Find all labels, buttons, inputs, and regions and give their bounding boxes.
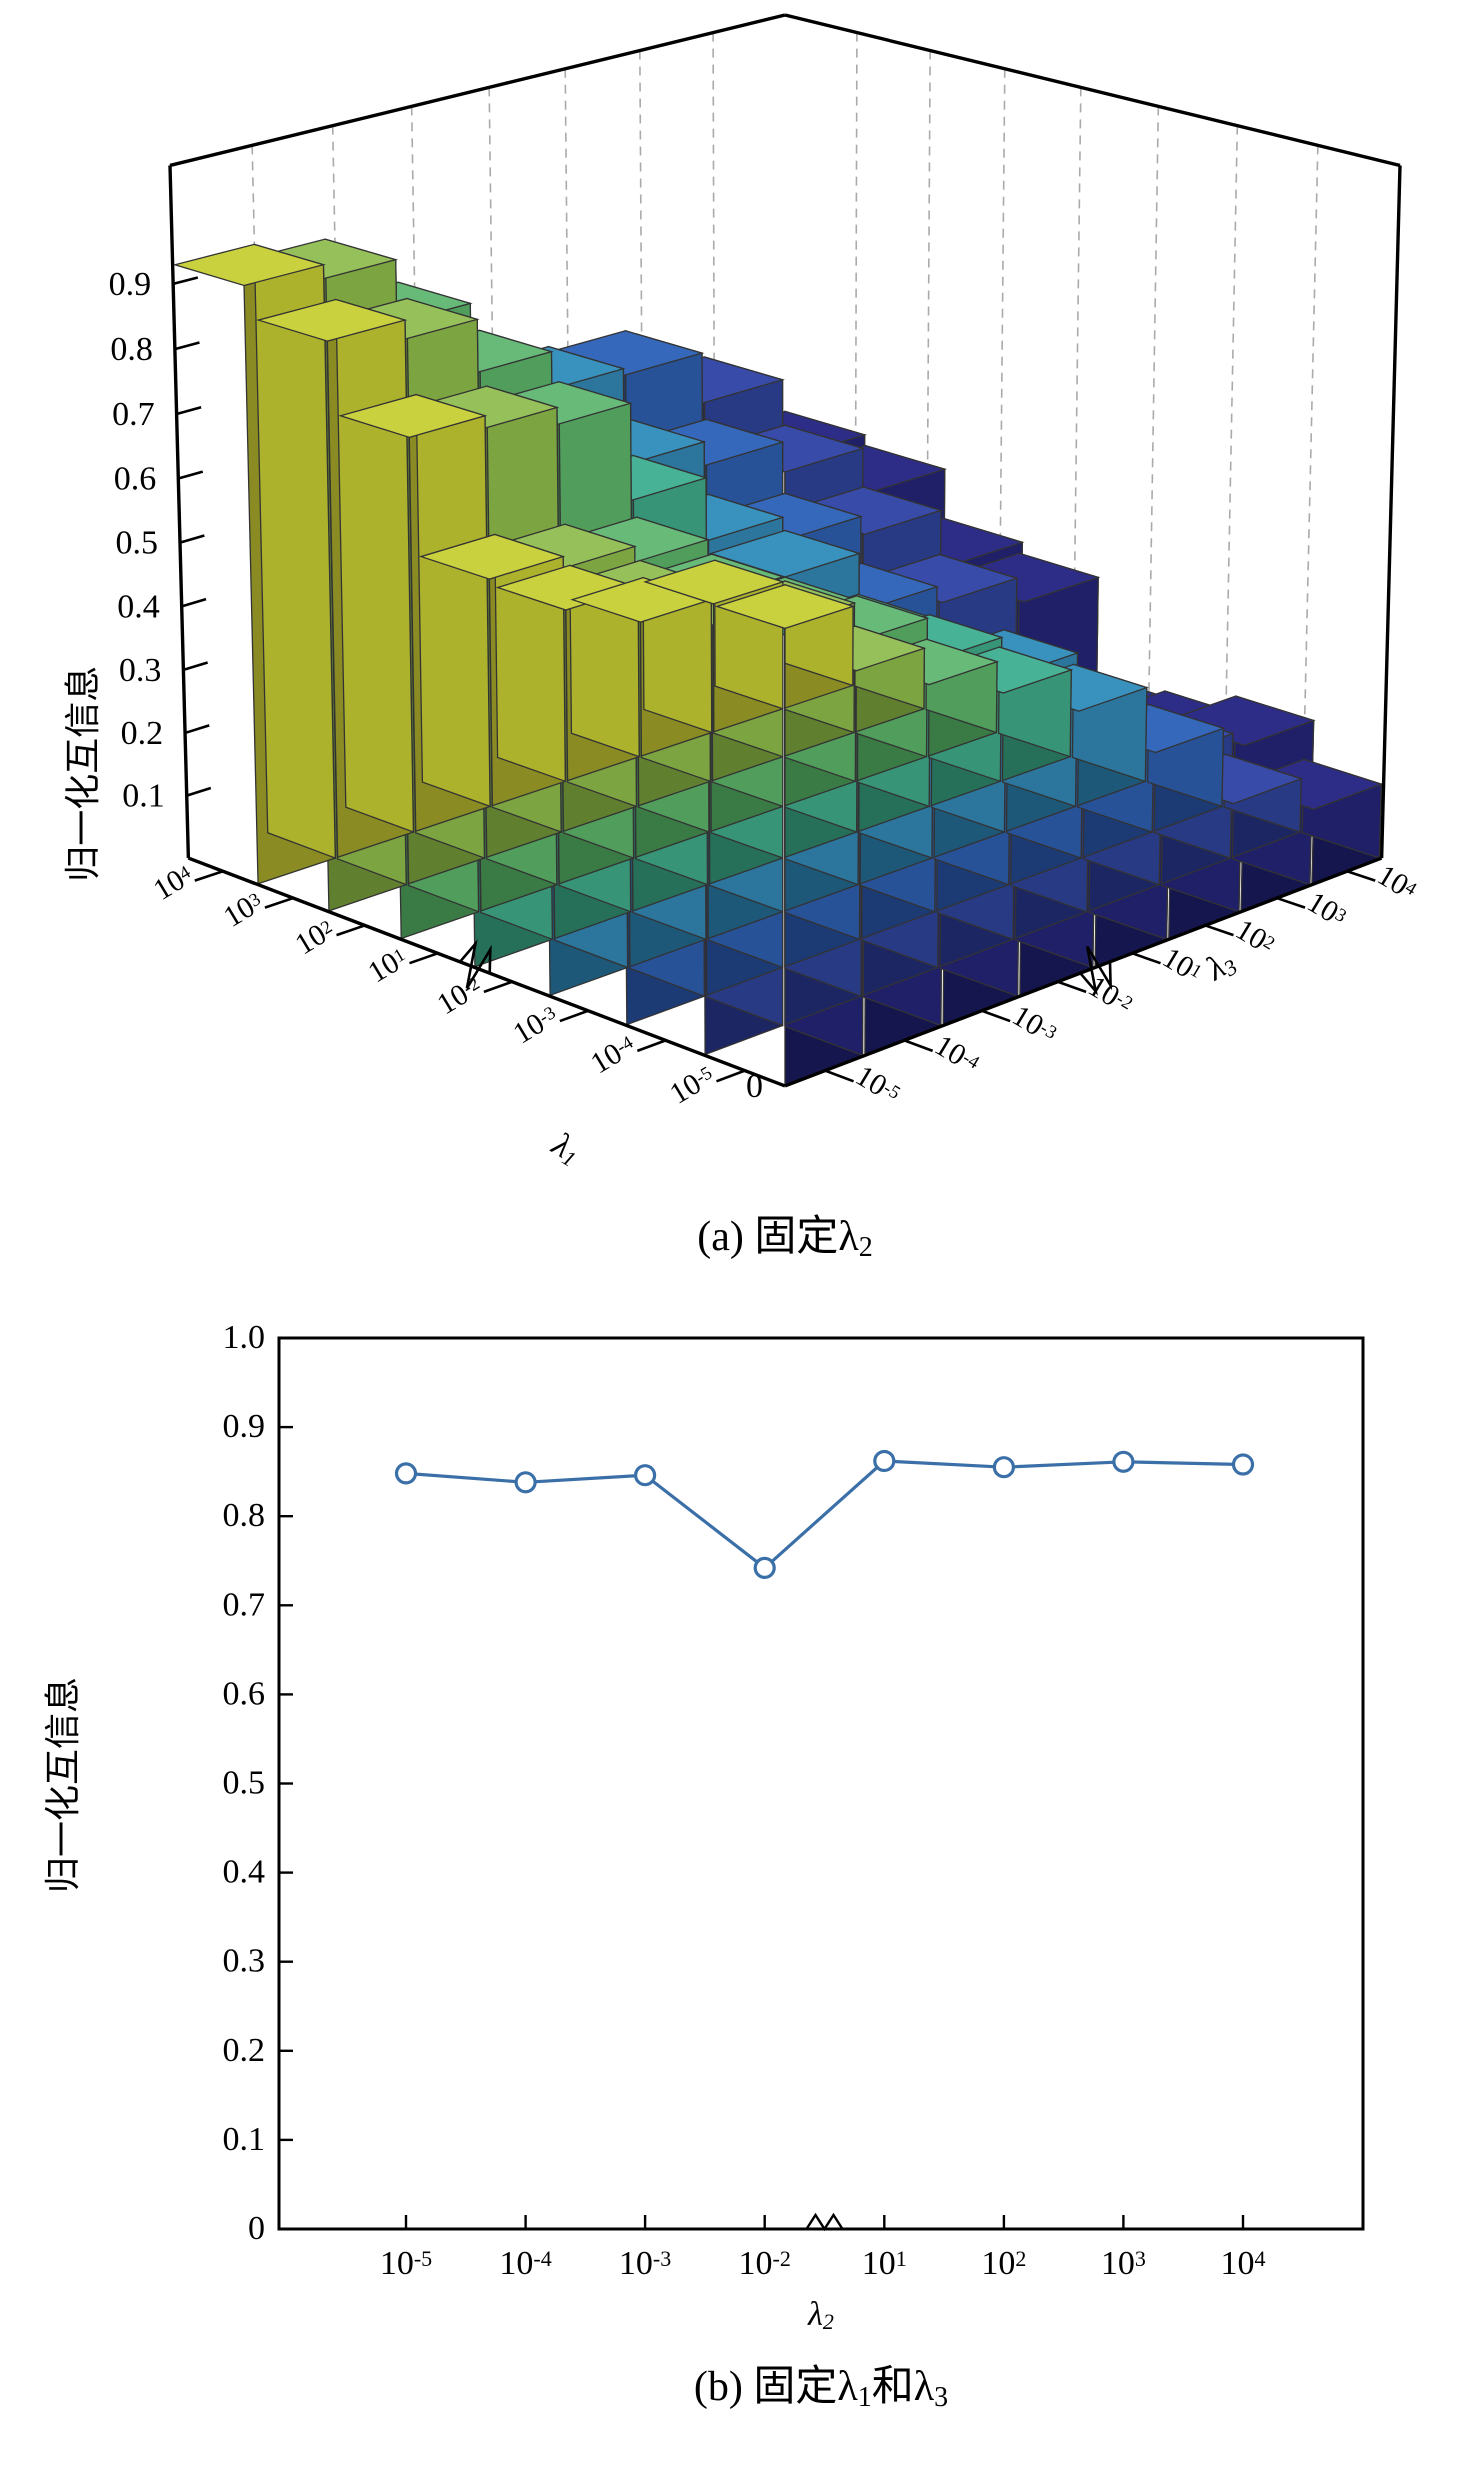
svg-text:(a) 固定λ2: (a) 固定λ2 <box>697 1213 872 1263</box>
svg-text:0.3: 0.3 <box>223 1943 266 1980</box>
svg-text:0.4: 0.4 <box>117 588 160 625</box>
svg-text:1.0: 1.0 <box>223 1319 266 1356</box>
svg-text:0.9: 0.9 <box>223 1408 266 1445</box>
svg-text:0.1: 0.1 <box>223 2121 266 2158</box>
svg-text:0.8: 0.8 <box>223 1497 266 1534</box>
svg-text:归一化互信息: 归一化互信息 <box>43 1677 83 1893</box>
svg-text:0.2: 0.2 <box>121 715 164 752</box>
svg-text:0.6: 0.6 <box>114 461 157 498</box>
svg-text:0.5: 0.5 <box>116 525 159 562</box>
svg-text:0.7: 0.7 <box>223 1586 266 1623</box>
svg-text:0.1: 0.1 <box>122 778 165 815</box>
svg-text:0.8: 0.8 <box>110 331 153 368</box>
svg-text:0: 0 <box>248 2210 265 2247</box>
svg-text:0.3: 0.3 <box>119 652 162 689</box>
svg-text:归一化互信息: 归一化互信息 <box>63 666 103 882</box>
svg-text:(b) 固定λ1和λ3: (b) 固定λ1和λ3 <box>694 2363 948 2413</box>
svg-text:0.4: 0.4 <box>223 1854 266 1891</box>
svg-text:0.6: 0.6 <box>223 1675 266 1712</box>
svg-text:0.9: 0.9 <box>109 266 152 303</box>
svg-text:0.5: 0.5 <box>223 1765 266 1802</box>
svg-text:0.7: 0.7 <box>112 396 155 433</box>
svg-text:0.2: 0.2 <box>223 2032 266 2069</box>
svg-text:0: 0 <box>746 1068 763 1105</box>
